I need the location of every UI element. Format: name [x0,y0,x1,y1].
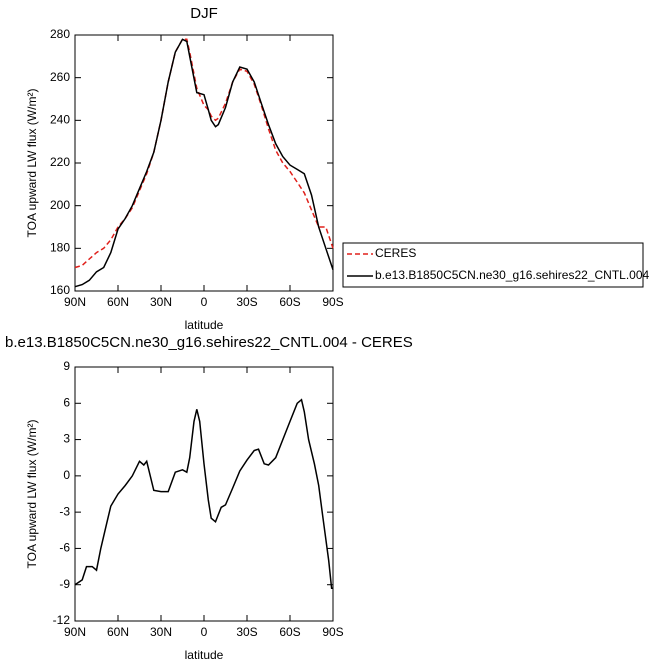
legend-label: b.e13.B1850C5CN.ne30_g16.sehires22_CNTL.… [375,268,650,282]
legend-label: CERES [375,246,416,260]
x-tick-label: 90N [64,295,86,309]
y-tick-label: -12 [53,613,71,627]
y-tick-label: 160 [50,283,70,297]
legend-box [342,242,644,288]
plot-frame [74,34,334,292]
data-line [74,398,333,590]
x-tick-label: 30N [150,625,172,639]
data-line [74,38,334,269]
y-tick-label: 200 [50,198,70,212]
y-tick-label: 6 [63,395,70,409]
x-tick-label: 90S [322,625,343,639]
x-tick-label: 30N [150,295,172,309]
x-tick-label: 30S [236,295,257,309]
y-tick-label: 9 [63,359,70,373]
y-tick-label: -9 [59,577,70,591]
data-line [74,38,334,288]
x-tick-label: 60N [107,625,129,639]
x-tick-label: 0 [201,295,208,309]
y-tick-label: 260 [50,70,70,84]
y-axis-label: TOA upward LW flux (W/m²) [25,89,39,238]
x-tick-label: 60S [279,295,300,309]
chart-title: DJF [190,5,218,22]
y-axis-label: TOA upward LW flux (W/m²) [25,420,39,569]
y-tick-label: 240 [50,113,70,127]
x-tick-label: 30S [236,625,257,639]
y-tick-label: 0 [63,468,70,482]
plot-frame [74,366,334,622]
x-axis-label: latitude [185,318,224,332]
chart-title: b.e13.B1850C5CN.ne30_g16.sehires22_CNTL.… [5,334,413,351]
y-tick-label: 180 [50,241,70,255]
x-tick-label: 0 [201,625,208,639]
y-tick-label: 280 [50,27,70,41]
x-tick-label: 60N [107,295,129,309]
x-tick-label: 90S [322,295,343,309]
x-tick-label: 60S [279,625,300,639]
y-tick-label: 220 [50,155,70,169]
x-tick-label: 90N [64,625,86,639]
x-axis-label: latitude [185,648,224,662]
y-tick-label: -3 [59,504,70,518]
y-tick-label: 3 [63,432,70,446]
y-tick-label: -6 [59,541,70,555]
